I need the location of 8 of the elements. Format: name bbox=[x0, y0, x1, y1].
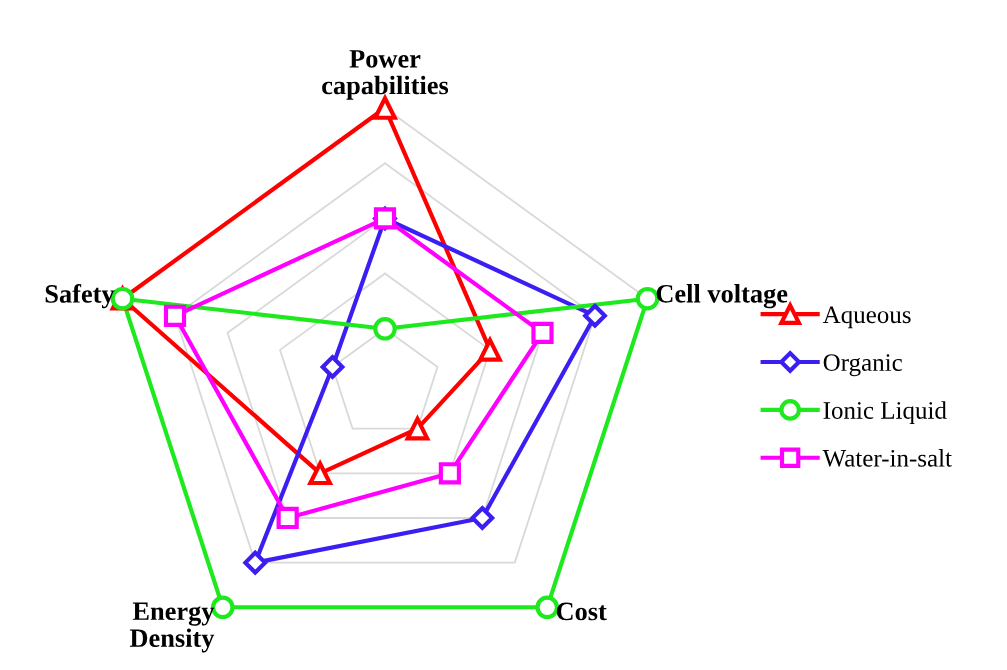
spoke-label: Power capabilities bbox=[322, 50, 449, 100]
legend-label: Water-in-salt bbox=[822, 449, 952, 467]
spoke-label: Energy Density bbox=[129, 602, 215, 653]
spoke-label: Cost bbox=[556, 602, 607, 621]
spoke-label: Cell voltage bbox=[656, 284, 788, 309]
legend-label: Organic bbox=[823, 354, 902, 377]
legend-label: Aqueous bbox=[822, 306, 911, 329]
legend-label: Ionic Liquid bbox=[823, 401, 947, 424]
